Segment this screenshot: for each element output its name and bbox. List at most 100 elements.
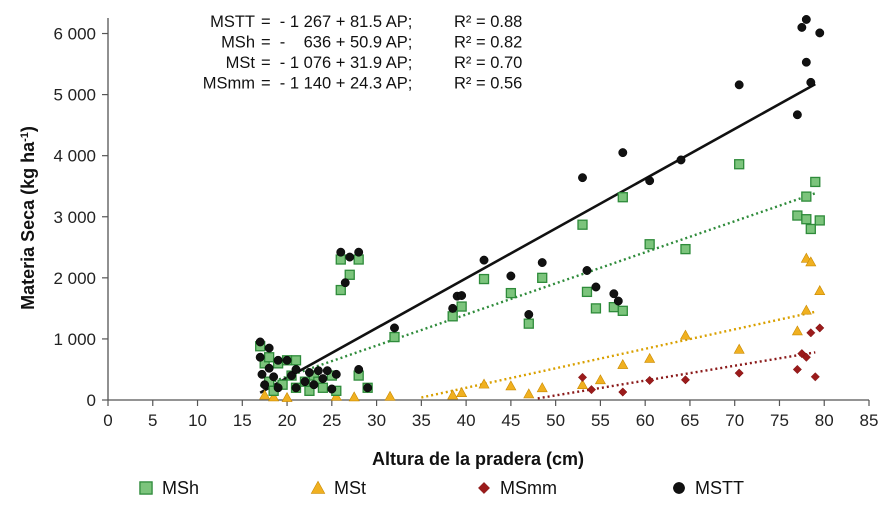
point-msh <box>810 176 821 188</box>
point-mstt <box>645 176 655 186</box>
point-mstt <box>287 371 296 381</box>
point-mstt <box>457 291 467 301</box>
equation-r2: R² = 0.82 <box>454 34 522 52</box>
x-tick-label: 20 <box>278 411 297 430</box>
point-mstt <box>264 363 274 373</box>
point-msh <box>447 311 458 322</box>
y-tick-label: 3 000 <box>53 208 96 227</box>
point-msmm <box>577 372 588 382</box>
x-tick-label: 30 <box>367 411 386 430</box>
point-mst <box>478 378 490 389</box>
y-tick-label: 5 000 <box>53 86 96 105</box>
point-mstt <box>255 352 265 362</box>
point-msh <box>734 159 745 170</box>
point-msmm <box>815 323 825 333</box>
point-msh <box>644 239 655 250</box>
x-tick-label: 80 <box>815 411 834 430</box>
point-mstt <box>390 323 399 333</box>
axes: 0 1 000 2 000 3 000 4 000 5 000 6 000 0 5 10 15 20 2… <box>53 18 878 430</box>
point-mstt <box>479 255 489 265</box>
point-msh <box>478 273 490 285</box>
point-mst <box>814 285 826 295</box>
point-msh <box>617 305 628 316</box>
equation-name: MSt <box>226 54 256 72</box>
equation-formula: = - 1 140 + 24.3 AP; <box>261 75 412 93</box>
legend-label-mst: MSt <box>334 478 366 498</box>
equation-name: MSTT <box>210 13 255 31</box>
point-mst <box>505 380 517 391</box>
legend-marker-mstt <box>673 482 685 494</box>
point-mstt <box>269 372 279 382</box>
point-mstt <box>340 278 350 288</box>
point-mstt <box>676 155 686 165</box>
point-msmm <box>810 372 820 382</box>
point-mstt <box>801 57 811 67</box>
point-msh <box>680 243 691 255</box>
point-mstt <box>815 28 825 38</box>
point-mstt <box>448 303 458 313</box>
point-mstt <box>300 377 310 387</box>
equation-formula: = - 1 076 + 31.9 AP; <box>261 54 412 72</box>
legend-marker-mst <box>310 480 326 494</box>
equation-name: MSh <box>221 34 255 52</box>
point-mstt <box>792 110 802 120</box>
point-mst <box>456 387 468 397</box>
point-mst <box>805 256 817 267</box>
point-mst <box>594 374 606 385</box>
legend-marker-msh <box>139 481 153 495</box>
point-msmm <box>618 387 628 397</box>
point-mstt <box>291 365 301 374</box>
point-mstt <box>260 380 270 390</box>
point-mst <box>281 391 293 402</box>
point-msh <box>792 210 803 221</box>
point-mstt <box>304 368 314 377</box>
point-msh <box>801 191 812 202</box>
point-mstt <box>322 366 332 376</box>
point-msmm <box>801 352 811 362</box>
point-mstt <box>309 380 319 390</box>
y-tick-label: 4 000 <box>53 147 96 166</box>
point-mstt <box>331 369 341 379</box>
point-msh <box>617 192 628 203</box>
point-msh <box>814 215 825 226</box>
x-axis-title: Altura de la pradera (cm) <box>372 449 584 469</box>
point-mstt <box>537 258 547 268</box>
y-axis-title: Materia Seca (kg ha-1) <box>18 126 38 310</box>
legend-label-mstt: MSTT <box>695 478 744 498</box>
y-tick-label: 6 000 <box>53 25 96 44</box>
legend-label-msh: MSh <box>162 478 199 498</box>
point-mstt <box>524 310 534 319</box>
point-msmm <box>586 385 597 395</box>
point-mstt <box>327 384 337 394</box>
y-tick-label: 2 000 <box>53 269 96 288</box>
x-tick-label: 40 <box>457 411 476 430</box>
point-mst <box>348 391 360 402</box>
x-tick-label: 15 <box>233 411 252 430</box>
equation-formula: = - 636 + 50.9 AP; <box>261 34 412 52</box>
point-mstt <box>354 247 364 257</box>
trendlines <box>259 82 816 400</box>
point-msh <box>577 219 588 230</box>
point-msh <box>456 301 467 312</box>
equation-r2: R² = 0.56 <box>454 75 522 93</box>
x-tick-label: 85 <box>860 411 879 430</box>
point-msh <box>389 331 400 343</box>
point-mstt <box>264 343 274 353</box>
point-mst <box>679 329 691 340</box>
point-mstt <box>734 80 744 90</box>
point-mstt <box>613 296 623 306</box>
equation-r2: R² = 0.70 <box>454 54 522 72</box>
x-tick-label: 65 <box>680 411 699 430</box>
trendline-msmm <box>537 351 816 400</box>
point-mstt <box>506 271 516 281</box>
point-msh <box>290 355 302 366</box>
x-tick-label: 70 <box>725 411 744 430</box>
point-mst <box>384 390 396 401</box>
x-tick-label: 60 <box>636 411 655 430</box>
point-mstt <box>578 173 587 183</box>
point-msh <box>264 352 275 363</box>
data-points <box>255 15 826 402</box>
point-mstt <box>363 383 373 393</box>
